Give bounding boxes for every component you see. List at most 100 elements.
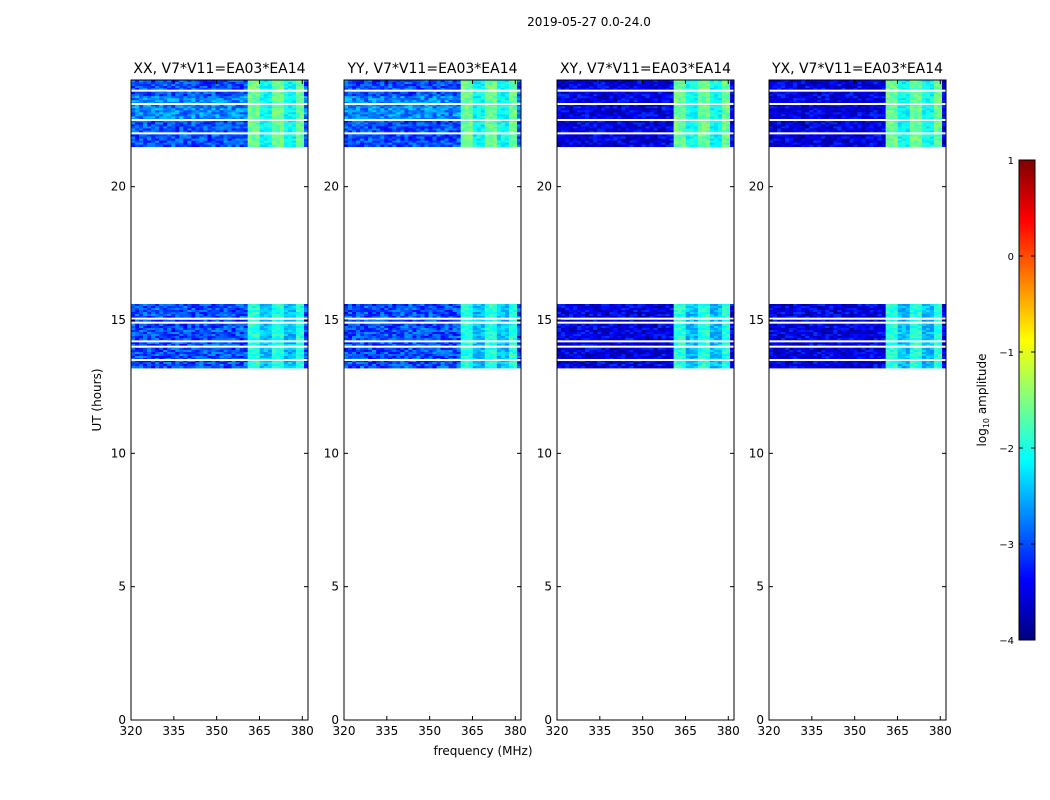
heatmap-cell <box>187 316 192 319</box>
heatmap-cell <box>400 314 405 317</box>
heatmap-cell <box>356 86 361 89</box>
heatmap-cell <box>372 108 377 111</box>
heatmap-cell <box>496 366 502 369</box>
heatmap-cell <box>492 338 498 341</box>
heatmap-cell <box>500 308 506 311</box>
heatmap-cell <box>480 310 486 313</box>
heatmap-cell <box>239 350 245 353</box>
heatmap-cell <box>508 306 514 309</box>
heatmap-cell <box>151 104 156 107</box>
heatmap-cell <box>131 332 136 335</box>
heatmap-cell <box>368 86 373 89</box>
heatmap-cell <box>263 134 269 137</box>
heatmap-cell <box>344 348 349 351</box>
heatmap-cell <box>163 312 168 315</box>
heatmap-cell <box>368 332 373 335</box>
heatmap-cell <box>251 348 257 351</box>
heatmap-cell <box>472 328 478 331</box>
heatmap-cell <box>267 128 273 131</box>
heatmap-cell <box>239 314 245 317</box>
heatmap-cell <box>199 106 204 109</box>
heatmap-cell <box>155 348 160 351</box>
heatmap-cell <box>235 354 241 357</box>
heatmap-cell <box>151 334 156 337</box>
heatmap-cell <box>231 100 236 103</box>
heatmap-cell <box>376 320 381 323</box>
heatmap-cell <box>155 336 160 339</box>
heatmap-cell <box>436 324 441 327</box>
heatmap-cell <box>299 114 305 117</box>
heatmap-cell <box>516 312 522 315</box>
heatmap-cell <box>171 120 176 123</box>
heatmap-cell <box>271 130 277 133</box>
heatmap-cell <box>131 314 136 317</box>
heatmap-cell <box>492 306 498 309</box>
heatmap-cell <box>360 356 365 359</box>
heatmap-cell <box>388 352 393 355</box>
heatmap-cell <box>492 80 498 83</box>
heatmap-cell <box>255 140 261 144</box>
heatmap-cell <box>432 310 437 313</box>
heatmap-cell <box>444 326 449 329</box>
heatmap-cell <box>163 144 168 148</box>
heatmap-cell <box>456 364 462 367</box>
heatmap-cell <box>279 106 285 109</box>
heatmap-cell <box>356 100 361 103</box>
heatmap-cell <box>400 348 405 351</box>
heatmap-cell <box>512 306 518 309</box>
heatmap-cell <box>271 114 277 117</box>
heatmap-cell <box>179 82 184 85</box>
heatmap-cell <box>448 352 454 355</box>
heatmap-cell <box>227 326 232 329</box>
heatmap-cell <box>295 140 301 144</box>
heatmap-cell <box>155 144 160 148</box>
heatmap-cell <box>255 100 261 103</box>
heatmap-cell <box>360 326 365 329</box>
heatmap-cell <box>211 96 216 99</box>
heatmap-cell <box>227 354 232 357</box>
heatmap-cell <box>179 360 184 363</box>
heatmap-cell <box>440 88 445 91</box>
heatmap-cell <box>448 98 454 101</box>
heatmap-cell <box>404 304 409 307</box>
heatmap-cell <box>440 336 445 339</box>
heatmap-cell <box>227 112 232 115</box>
heatmap-cell <box>384 342 389 345</box>
heatmap-cell <box>376 352 381 355</box>
heatmap-cell <box>283 106 289 109</box>
heatmap-cell <box>452 364 458 367</box>
heatmap-cell <box>267 82 273 85</box>
heatmap-cell <box>392 98 397 101</box>
heatmap-cell <box>211 98 216 101</box>
heatmap-cell <box>219 334 224 337</box>
heatmap-cell <box>175 142 180 146</box>
heatmap-cell <box>255 344 261 347</box>
heatmap-cell <box>448 348 454 351</box>
heatmap-cell <box>171 348 176 351</box>
heatmap-cell <box>500 94 506 97</box>
heatmap-cell <box>508 326 514 329</box>
heatmap-cell <box>504 316 510 319</box>
heatmap-cell <box>400 104 405 107</box>
heatmap-cell <box>251 124 257 127</box>
heatmap-cell <box>135 324 140 327</box>
heatmap-cell <box>448 82 454 85</box>
heatmap-cell <box>263 342 269 345</box>
heatmap-cell <box>279 306 285 309</box>
heatmap-cell <box>488 350 494 353</box>
heatmap-cell <box>183 128 188 131</box>
heatmap-cell <box>163 98 168 101</box>
heatmap-cell <box>400 84 405 87</box>
heatmap-cell <box>131 112 136 115</box>
heatmap-cell <box>448 80 454 83</box>
heatmap-cell <box>255 106 261 109</box>
heatmap-cell <box>303 130 309 133</box>
heatmap-cell <box>175 328 180 331</box>
heatmap-cell <box>500 306 506 309</box>
heatmap-cell <box>147 316 152 319</box>
heatmap-cell <box>215 328 220 331</box>
heatmap-cell <box>171 108 176 111</box>
heatmap-cell <box>408 84 413 87</box>
heatmap-cell <box>159 348 164 351</box>
heatmap-cell <box>147 134 152 137</box>
